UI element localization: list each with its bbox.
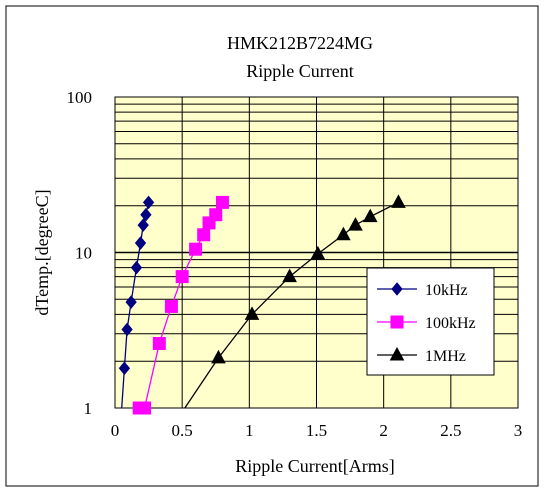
legend-label-10kHz: 10kHz: [425, 282, 468, 299]
x-tick-label: 1.5: [306, 421, 327, 440]
series-100kHz: [132, 195, 229, 415]
data-point-1MHz: [244, 306, 260, 320]
data-point-10kHz: [125, 295, 137, 309]
series-layer: [118, 194, 406, 415]
y-tick-label: 100: [67, 88, 93, 107]
data-point-1MHz: [336, 226, 351, 241]
legend-marker-100kHz: [390, 315, 404, 329]
series-1MHz: [184, 194, 406, 409]
data-point-10kHz: [137, 218, 149, 232]
data-point-100kHz: [215, 195, 229, 209]
data-point-1MHz: [211, 349, 226, 364]
x-tick-label: 0.5: [172, 421, 193, 440]
data-point-1MHz: [282, 268, 297, 283]
data-point-1MHz: [310, 245, 326, 260]
chart-subtitle: Ripple Current: [246, 61, 353, 81]
legend-label-1MHz: 1MHz: [425, 348, 466, 365]
x-axis-label: Ripple Current[Arms]: [235, 456, 394, 476]
x-tick-label: 2.5: [440, 421, 461, 440]
data-point-1MHz: [391, 194, 406, 208]
legend-marker-1MHz: [389, 346, 405, 361]
legend-label-100kHz: 100kHz: [425, 315, 476, 332]
data-point-100kHz: [197, 228, 211, 242]
data-point-100kHz: [164, 299, 178, 313]
data-point-100kHz: [175, 270, 189, 284]
data-point-100kHz: [189, 242, 203, 256]
data-point-100kHz: [152, 336, 166, 350]
data-point-10kHz: [140, 207, 152, 222]
data-point-100kHz: [138, 401, 152, 415]
chart-title: HMK212B7224MG: [227, 33, 373, 53]
data-point-10kHz: [121, 322, 133, 337]
data-point-10kHz: [142, 195, 155, 210]
data-point-10kHz: [134, 236, 147, 250]
legend: 10kHz 100kHz 1MHz: [366, 267, 495, 376]
data-point-1MHz: [362, 208, 378, 223]
data-point-100kHz: [209, 208, 223, 222]
series-10kHz: [118, 195, 155, 409]
tick-labels: 0 0.5 1 1.5 2 2.5 3 1 10 100: [67, 88, 523, 440]
data-point-1MHz: [348, 217, 363, 231]
x-tick-label: 3: [514, 421, 523, 440]
legend-marker-10kHz: [391, 282, 403, 296]
data-point-10kHz: [130, 260, 143, 275]
x-tick-label: 0: [111, 421, 120, 440]
y-axis-label: dTemp.[degreeC]: [32, 189, 52, 315]
x-tick-label: 1: [245, 421, 254, 440]
y-tick-label: 10: [75, 244, 92, 263]
data-point-10kHz: [118, 361, 131, 376]
x-tick-label: 2: [379, 421, 388, 440]
y-tick-label: 1: [84, 399, 93, 418]
